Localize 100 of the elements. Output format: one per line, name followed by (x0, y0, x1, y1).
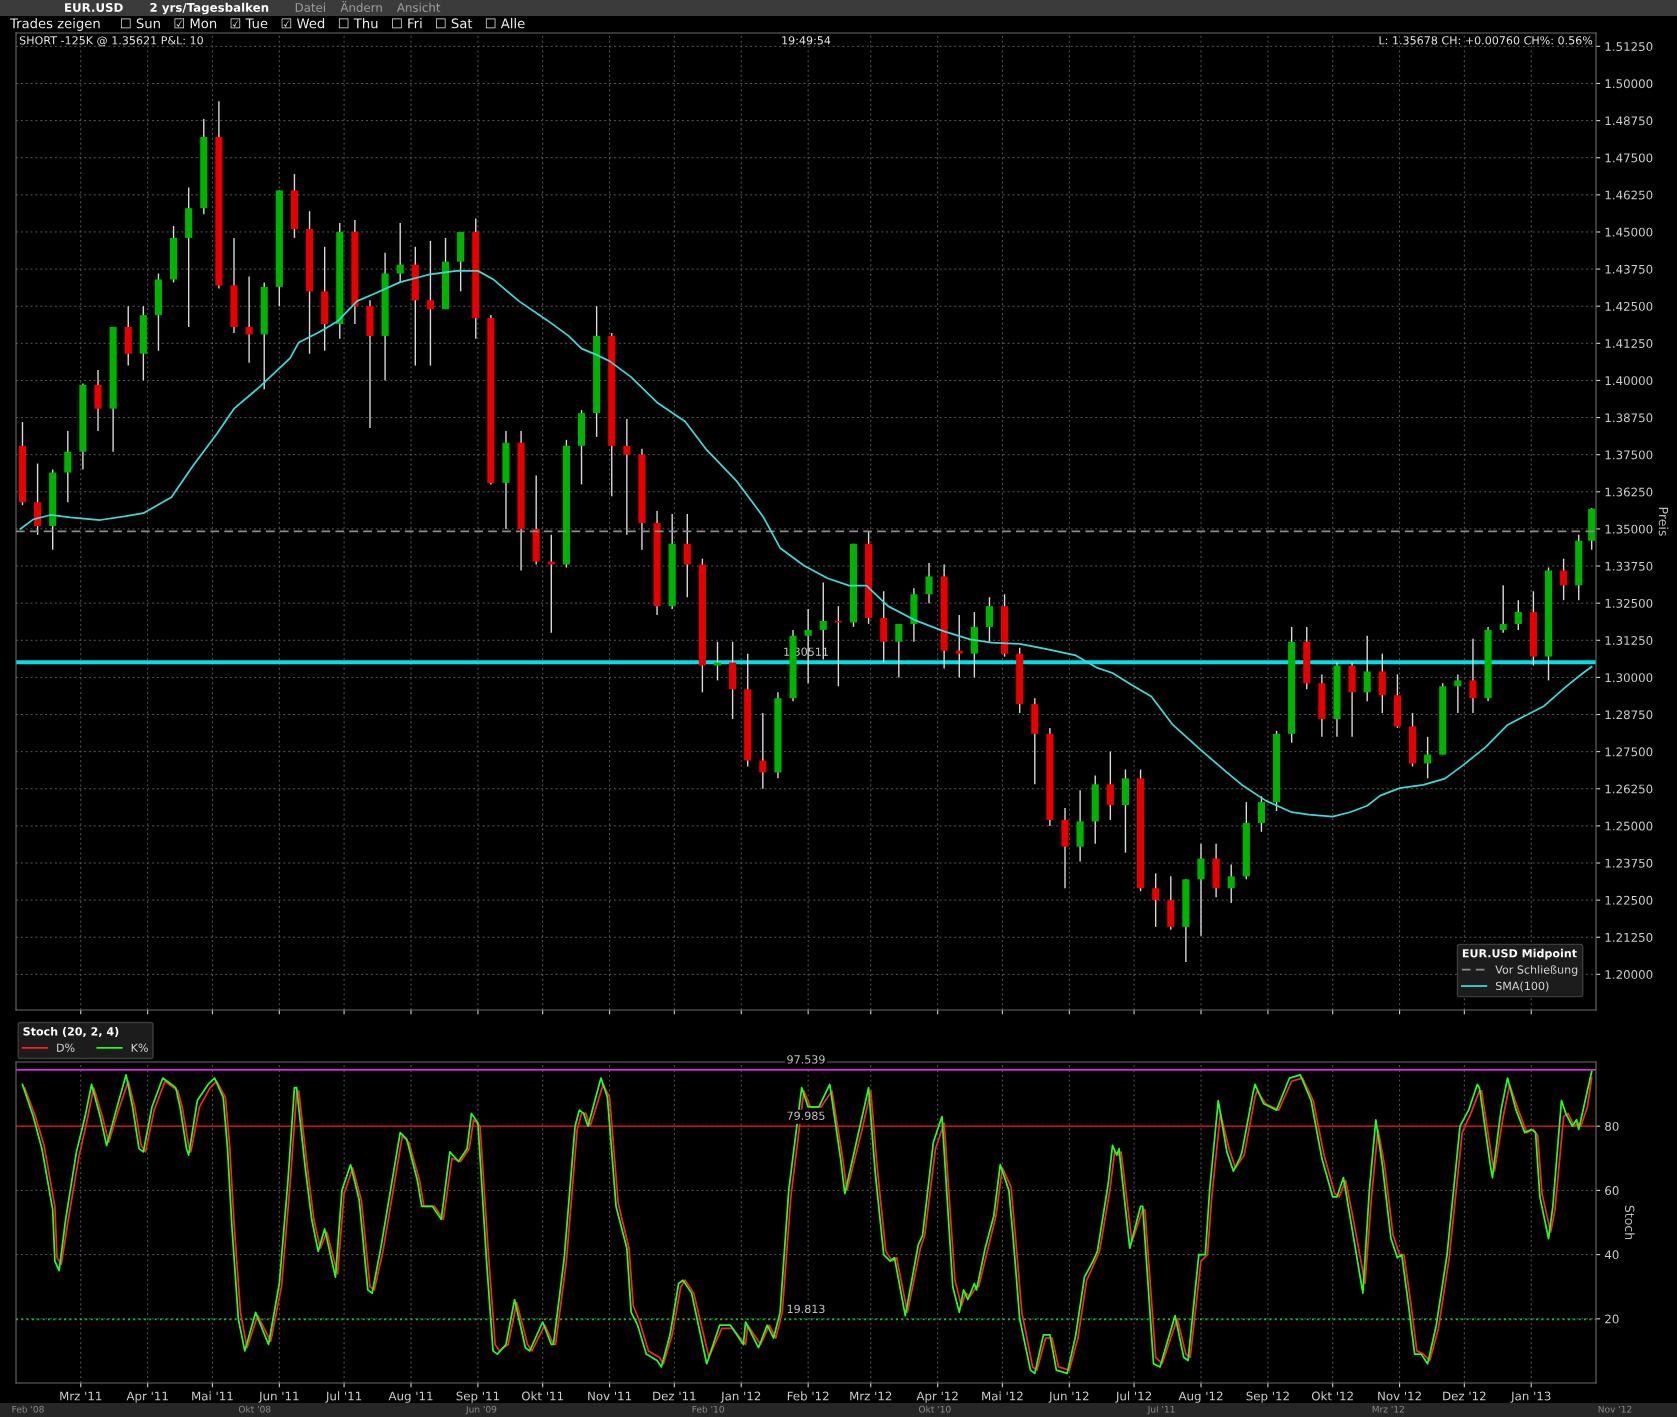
x-tick-label: Jan '13 (1510, 1391, 1551, 1403)
y-tick-label: 1.37500 (1605, 450, 1653, 460)
candlestick (1152, 872, 1160, 928)
x-tick-label: Sep '12 (1246, 1391, 1289, 1403)
y-tick-label: 1.51250 (1605, 42, 1653, 52)
y-tick-label: 1.42500 (1605, 301, 1653, 311)
candlestick (396, 222, 404, 284)
y-tick-label: 40 (1604, 1250, 1619, 1260)
candlestick (1499, 584, 1507, 634)
ref-line-label: 97.539 (787, 1055, 825, 1064)
candlestick (895, 623, 903, 679)
text: ☐ Sun (121, 18, 160, 29)
candlestick (759, 712, 767, 790)
legend-title: EUR.USD Midpoint (1462, 948, 1577, 960)
text: Datei (295, 2, 326, 12)
y-tick-label: 1.23750 (1605, 858, 1653, 868)
candlestick (1106, 750, 1114, 821)
candlestick (1257, 795, 1265, 833)
text: ☐ Fri (392, 18, 422, 29)
y-tick-label: 1.47500 (1605, 153, 1653, 163)
legend-label: K% (131, 1043, 148, 1052)
text: ☑ Wed (281, 18, 325, 29)
y-axis-title: Preis (1658, 507, 1669, 536)
y-tick-label: 1.30000 (1605, 673, 1653, 683)
y-tick-label: 1.26250 (1605, 784, 1653, 794)
x-tick-label: Mai '12 (982, 1391, 1023, 1401)
y-tick-label: 1.43750 (1605, 264, 1653, 274)
text: Ändern (340, 1, 382, 12)
candlestick (623, 418, 631, 536)
candlestick (955, 614, 963, 679)
legend-label: D% (57, 1043, 75, 1052)
candlestick (64, 430, 72, 503)
y-tick-label: 1.25000 (1605, 821, 1653, 831)
legend-title: Stoch (20, 2, 4) (23, 1026, 119, 1038)
y-tick-label: 1.50000 (1605, 79, 1653, 89)
x-tick-label: Apr '12 (916, 1391, 958, 1403)
candlestick (245, 275, 253, 364)
candlestick (94, 369, 102, 432)
text: Ansicht (396, 2, 441, 12)
y-tick-label: 1.36250 (1605, 487, 1653, 497)
text: Mrz '12 (1372, 1405, 1404, 1413)
ref-line-label: 19.813 (787, 1304, 825, 1314)
x-tick-label: Mrz '12 (850, 1391, 892, 1401)
candlestick (925, 562, 933, 604)
text: ☑ Tue (230, 18, 268, 29)
candlestick (1469, 638, 1477, 714)
candlestick (1227, 863, 1235, 904)
x-tick-label: Jan '12 (720, 1391, 761, 1403)
text: Feb '08 (12, 1405, 44, 1413)
y-axis-title: Stoch (1624, 1205, 1635, 1240)
y-tick-label: 1.22500 (1605, 895, 1653, 905)
candlestick (1378, 652, 1386, 714)
y-tick-label: 1.48750 (1605, 116, 1653, 126)
text: Okt '08 (238, 1405, 271, 1413)
x-tick-label: Dez '11 (653, 1391, 696, 1401)
y-tick-label: 1.46250 (1605, 190, 1653, 200)
legend-label: Vor Schließung (1495, 965, 1578, 976)
text: Nov '12 (1598, 1405, 1632, 1413)
text: Jul '11 (1147, 1405, 1175, 1415)
y-tick-label: 1.27500 (1605, 747, 1653, 757)
x-tick-label: Mrz '11 (60, 1391, 102, 1401)
x-tick-label: Sep '11 (456, 1391, 499, 1403)
x-tick-label: Mai '11 (192, 1391, 233, 1401)
x-tick-label: Aug '12 (1178, 1391, 1223, 1403)
candlestick (547, 534, 555, 634)
y-tick-label: 1.35000 (1605, 524, 1653, 534)
x-tick-label: Apr '11 (126, 1391, 168, 1403)
y-tick-label: 1.20000 (1605, 970, 1653, 980)
y-tick-label: 80 (1605, 1121, 1619, 1131)
x-tick-label: Okt '11 (521, 1391, 563, 1401)
candlestick (34, 462, 42, 536)
y-tick-label: 1.40000 (1605, 376, 1653, 386)
x-tick-label: Feb '12 (787, 1391, 829, 1401)
x-tick-label: Jul '12 (1115, 1391, 1152, 1403)
x-tick-label: Nov '12 (1378, 1391, 1421, 1401)
y-tick-label: 1.21250 (1605, 932, 1653, 942)
y-tick-label: 1.41250 (1605, 339, 1653, 348)
candlestick (1363, 635, 1371, 702)
candlestick (1197, 843, 1205, 937)
candlestick (880, 590, 888, 664)
x-tick-label: Dez '12 (1443, 1391, 1486, 1401)
text: EUR.USD (65, 3, 123, 12)
text: ☑ Mon (174, 18, 217, 29)
y-tick-label: 1.32500 (1605, 598, 1653, 608)
y-tick-label: 1.31250 (1605, 636, 1653, 645)
text: Feb '10 (692, 1405, 724, 1413)
text: Jun '09 (465, 1405, 497, 1415)
candlestick (1514, 599, 1522, 631)
text: Okt '10 (919, 1405, 951, 1413)
candlestick (1560, 557, 1568, 601)
text: Trades zeigen (9, 18, 100, 31)
x-tick-label: Jun '11 (258, 1391, 299, 1403)
annotation: L: 1.35678 CH: +0.00760 CH%: 0.56% (1379, 36, 1593, 45)
y-tick-label: 1.45000 (1605, 227, 1653, 237)
candlestick (426, 240, 434, 367)
text: 2 yrs/Tagesbalken (150, 2, 269, 15)
candlestick (683, 513, 691, 598)
annotation: SHORT -125K @ 1.35621 P&L: 10 (19, 36, 203, 47)
y-tick-label: 1.33750 (1605, 561, 1653, 571)
text: ☐ Alle (485, 18, 525, 29)
